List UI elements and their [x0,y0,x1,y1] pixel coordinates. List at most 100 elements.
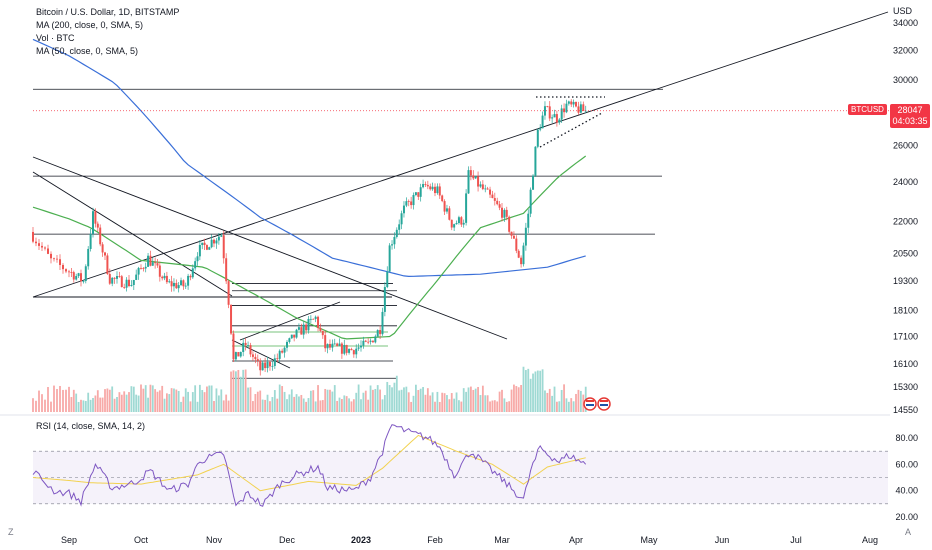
candle-body [367,341,370,343]
candle-body [96,223,99,228]
volume-bar [123,391,126,412]
candle-body [222,235,225,259]
auto-scale-button[interactable]: A [905,527,912,537]
candle-body [137,267,140,275]
volume-bar [503,398,506,412]
volume-bar [87,392,90,412]
candle-body [203,242,206,246]
time-tick-label: Mar [494,535,510,545]
candle-body [191,268,194,278]
candle-body [340,343,343,354]
candle-body [177,285,180,289]
price-tick-label: 26000 [893,140,918,150]
rsi-tick-label: 20.00 [895,512,918,522]
candle-body [239,351,242,357]
price-tick-label: 16100 [893,359,918,369]
candle-body [565,103,568,113]
volume-bar [491,400,494,412]
volume-bar [429,395,432,412]
volume-bar [391,387,393,412]
volume-bar [496,401,499,412]
volume-bar [484,395,487,412]
candle-body [210,239,213,248]
volume-bar [319,400,322,412]
volume-bar [415,384,417,412]
candle-body [94,211,97,224]
candle-body [402,205,405,214]
candle-body [352,350,355,355]
candle-body [312,318,315,320]
candle-body [232,333,235,360]
candle-body [135,274,138,280]
volume-bar [398,390,401,412]
rsi-tick-label: 40.00 [895,486,918,496]
rsi-tick-label: 60.00 [895,459,918,469]
volume-bar [510,389,513,412]
volume-bar [118,392,121,412]
candle-body [249,345,252,355]
volume-bar [62,389,64,412]
volume-bar [242,369,245,412]
legend-ma200[interactable]: MA (200, close, 0, SMA, 5) [36,20,144,30]
volume-bar [556,401,558,412]
candle-body [567,101,570,104]
candle-body [317,316,320,329]
candle-body [144,266,147,269]
candle-body [242,342,245,352]
candle-body [429,186,432,190]
candle-body [350,348,353,351]
candle-body [106,255,109,275]
time-tick-label: Nov [206,535,223,545]
rsi-legend[interactable]: RSI (14, close, SMA, 14, 2) [36,421,146,431]
volume-bar [111,386,114,412]
candle-body [379,330,382,335]
candle-body [72,272,75,280]
candle-body [376,330,379,337]
price-tick-label: 24000 [893,177,918,187]
volume-bar [515,386,518,412]
candle-body [140,267,142,269]
candle-body [170,281,173,287]
candle-body [405,201,408,206]
rsi-tick-label: 80.00 [895,433,918,443]
volume-bar [458,400,460,412]
candle-body [80,273,82,282]
volume-bar [156,391,159,412]
bar-countdown: 04:03:35 [892,116,928,126]
candle-body [194,261,197,269]
volume-bar [196,401,199,412]
volume-bar [44,399,46,412]
candle-body [400,213,403,225]
price-tick-label: 22000 [893,216,918,226]
volume-bar [189,401,192,412]
currency-label[interactable]: USD [893,6,913,16]
volume-bar [563,384,565,412]
candle-body [154,262,157,264]
volume-bar [565,398,568,412]
candle-body [383,287,386,312]
volume-bar [324,388,327,412]
volume-bar [59,385,61,412]
time-tick-label: May [640,535,658,545]
volume-bar [424,394,427,412]
candle-body [438,186,441,196]
volume-bar [376,385,379,412]
volume-bar [56,389,58,412]
volume-bar [426,388,429,412]
candle-body [527,213,530,228]
rsi-line [32,424,587,507]
candle-body [205,245,208,250]
timezone-button[interactable]: Z [8,527,14,537]
candle-body [493,198,496,201]
time-tick-label: Sep [61,535,77,545]
volume-bar [529,378,532,412]
volume-bar [410,401,413,412]
volume-bar [147,397,149,412]
ma200-path [32,38,586,278]
legend-ma50[interactable]: MA (50, close, 0, SMA, 5) [36,46,139,56]
volume-bar [72,389,75,412]
legend-vol[interactable]: Vol · BTC [36,33,75,43]
volume-bar [314,401,317,412]
candle-body [77,273,80,277]
